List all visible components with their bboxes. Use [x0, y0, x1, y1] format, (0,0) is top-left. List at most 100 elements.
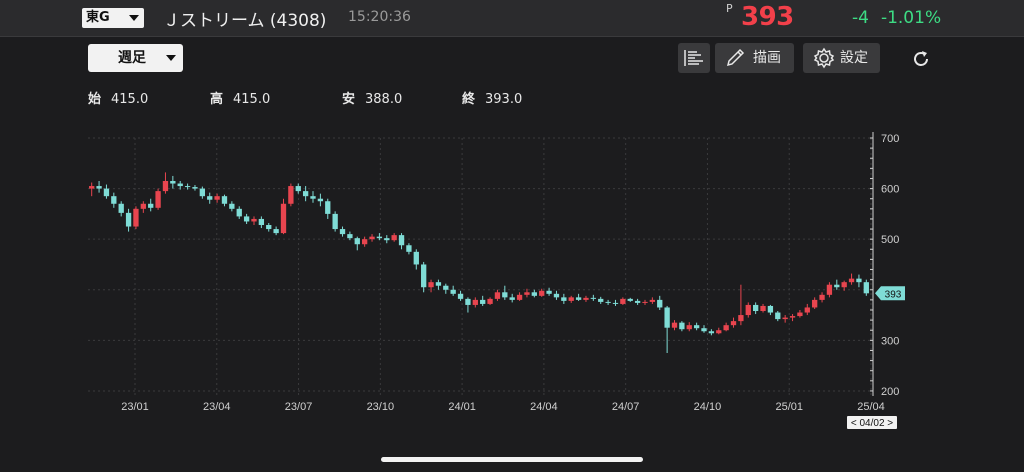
close-label: 終	[462, 92, 476, 107]
y-tick-label: 200	[881, 386, 899, 398]
candle-body	[354, 238, 360, 245]
current-price-tag	[875, 286, 905, 301]
candle-body	[435, 282, 442, 286]
caret-down-icon	[129, 15, 139, 21]
candle-body	[450, 289, 456, 294]
draw-label: 描画	[753, 50, 781, 66]
indicator-list-button[interactable]	[678, 43, 710, 73]
high-label: 高	[210, 92, 224, 107]
candle-body	[487, 298, 493, 304]
period-select[interactable]: 週足	[88, 44, 183, 72]
candle-body	[841, 282, 847, 288]
candle-body	[539, 290, 545, 296]
current-price-label: 393	[885, 289, 902, 300]
candlestick-chart[interactable]: 20030040050060070023/0123/0423/0723/1024…	[0, 120, 940, 440]
candle-body	[531, 292, 537, 296]
candle-body	[140, 203, 146, 209]
candle-body	[361, 239, 368, 245]
price-flag: P	[726, 2, 733, 15]
candle-body	[384, 238, 390, 241]
candle-body	[170, 181, 176, 184]
refresh-icon[interactable]	[910, 48, 932, 70]
candle-body	[325, 201, 331, 214]
candle-body	[413, 251, 419, 265]
candle-body	[391, 235, 397, 241]
candle-body	[730, 321, 737, 326]
low-value: 388.0	[365, 92, 403, 107]
candle-body	[125, 212, 132, 227]
ohlc-high: 高 415.0	[210, 88, 270, 107]
candle-body	[288, 186, 294, 204]
open-value: 415.0	[111, 92, 149, 107]
cursor-date-label: < 04/02 >	[851, 418, 893, 429]
candle-body	[583, 297, 589, 300]
candle-body	[214, 196, 220, 200]
close-value: 393.0	[485, 92, 523, 107]
candle-body	[738, 315, 744, 322]
candle-body	[723, 325, 729, 331]
candle-body	[406, 245, 412, 252]
ohlc-low: 安 388.0	[342, 88, 402, 107]
candle-body	[339, 229, 346, 235]
candle-body	[155, 191, 161, 208]
candle-body	[657, 299, 663, 308]
x-tick-label: 23/07	[285, 401, 313, 413]
candle-body	[575, 297, 582, 300]
candle-body	[472, 299, 478, 305]
candle-body	[302, 191, 309, 197]
candle-body	[701, 328, 707, 332]
candle-body	[812, 299, 818, 308]
home-indicator	[381, 457, 643, 462]
x-tick-label: 23/01	[121, 401, 149, 413]
candle-body	[332, 213, 338, 230]
candle-body	[111, 196, 117, 204]
candle-body	[693, 325, 700, 329]
candle-body	[848, 278, 855, 283]
candle-body	[118, 203, 124, 213]
header-bar: 東G Ｊストリーム (4308) 15:20:36 P 393 -4 -1.01%	[0, 0, 1024, 37]
candle-body	[686, 325, 692, 330]
candle-body	[775, 312, 781, 320]
candle-body	[590, 297, 597, 299]
low-label: 安	[342, 92, 356, 107]
candle-body	[184, 186, 191, 188]
candle-body	[103, 188, 110, 197]
candle-body	[561, 297, 567, 301]
candle-body	[236, 208, 242, 217]
candle-body	[804, 307, 810, 313]
candle-body	[568, 297, 574, 301]
candle-body	[819, 294, 825, 300]
settings-label: 設定	[840, 50, 868, 66]
candle-body	[664, 307, 670, 328]
candle-body	[221, 196, 228, 204]
candle-body	[745, 304, 751, 316]
cursor-date-box	[847, 416, 897, 429]
current-price: 393	[741, 2, 794, 32]
candle-body	[612, 302, 619, 304]
draw-button[interactable]: 描画	[715, 43, 794, 73]
high-value: 415.0	[233, 92, 271, 107]
candle-body	[834, 284, 840, 288]
x-tick-label: 24/07	[612, 401, 640, 413]
y-tick-label: 500	[881, 234, 899, 246]
market-select[interactable]: 東G	[82, 8, 144, 28]
ohlc-close: 終 393.0	[462, 88, 522, 107]
candle-body	[162, 181, 169, 192]
settings-button[interactable]: 設定	[803, 43, 880, 73]
candle-body	[443, 285, 449, 290]
candle-body	[133, 208, 139, 227]
candle-body	[863, 282, 869, 294]
stock-name: Ｊストリーム (4308)	[163, 11, 327, 31]
candle-body	[280, 203, 287, 234]
candle-body	[679, 322, 685, 330]
candle-body	[258, 218, 265, 226]
candle-body	[310, 196, 316, 199]
candle-body	[398, 235, 405, 246]
price-change: -4 -1.01%	[852, 8, 953, 28]
candle-body	[369, 236, 375, 240]
caret-down-icon	[166, 55, 176, 61]
candle-body	[465, 298, 471, 305]
candle-body	[605, 301, 611, 303]
candle-body	[642, 301, 648, 303]
open-label: 始	[88, 92, 102, 107]
